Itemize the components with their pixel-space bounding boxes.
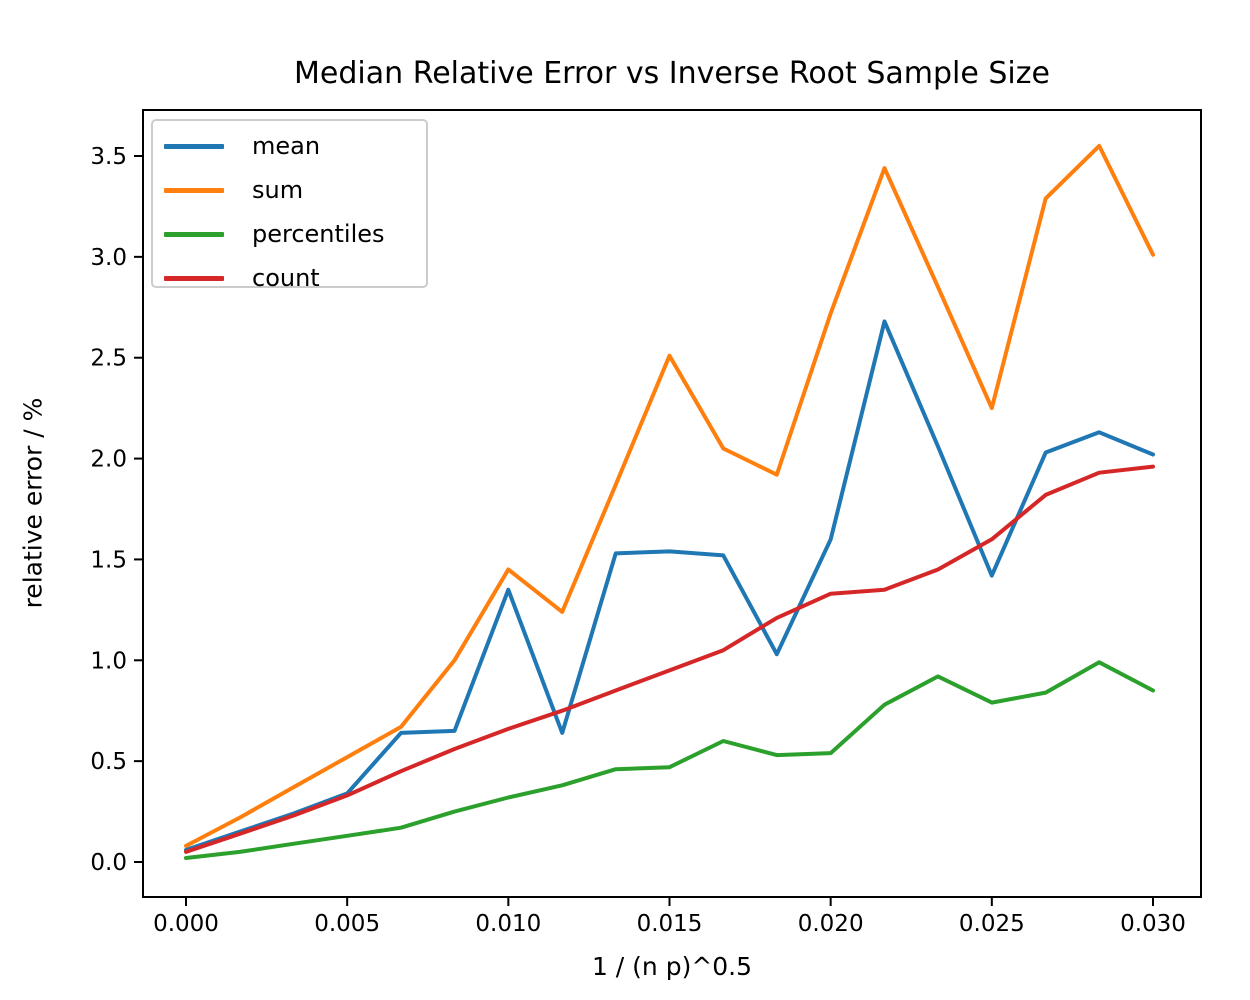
series-line-mean <box>184 319 1155 852</box>
series-line-sum <box>184 143 1155 848</box>
x-tick-label: 0.025 <box>959 911 1025 937</box>
x-axis-label: 1 / (n p)^0.5 <box>591 952 753 981</box>
legend-item-count: count <box>153 256 426 300</box>
legend-line-swatch <box>164 275 224 281</box>
y-axis-label: relative error / % <box>18 397 48 609</box>
y-tick-label: 3.5 <box>90 144 127 170</box>
y-tick-label: 2.0 <box>90 447 127 473</box>
y-tick-label: 1.5 <box>90 547 127 573</box>
legend-label: percentiles <box>252 220 385 248</box>
legend-line-swatch <box>164 231 224 237</box>
y-tick-label: 0.5 <box>90 749 127 775</box>
series-line-percentiles <box>184 660 1155 860</box>
series-line-count <box>184 464 1155 854</box>
x-tick-label: 0.030 <box>1120 911 1186 937</box>
y-tick-label: 2.5 <box>90 346 127 372</box>
x-tick-label: 0.010 <box>475 911 541 937</box>
y-tick-label: 0.0 <box>90 850 127 876</box>
legend-label: mean <box>252 132 321 160</box>
y-tick-label: 1.0 <box>90 648 127 674</box>
x-tick-label: 0.000 <box>153 911 219 937</box>
x-tick-label: 0.015 <box>637 911 703 937</box>
legend-item-sum: sum <box>153 168 426 212</box>
legend-item-mean: mean <box>153 124 426 168</box>
legend: mean sum percentiles count <box>151 119 428 292</box>
legend-line-swatch <box>164 143 224 149</box>
legend-label: count <box>252 264 320 292</box>
legend-item-percentiles: percentiles <box>153 212 426 256</box>
x-tick-label: 0.020 <box>798 911 864 937</box>
y-tick-label: 3.0 <box>90 245 127 271</box>
legend-line-swatch <box>164 187 224 193</box>
axes-spines <box>142 109 1202 898</box>
x-tick-label: 0.005 <box>314 911 380 937</box>
chart-title: Median Relative Error vs Inverse Root Sa… <box>294 56 1050 91</box>
legend-label: sum <box>252 176 304 204</box>
